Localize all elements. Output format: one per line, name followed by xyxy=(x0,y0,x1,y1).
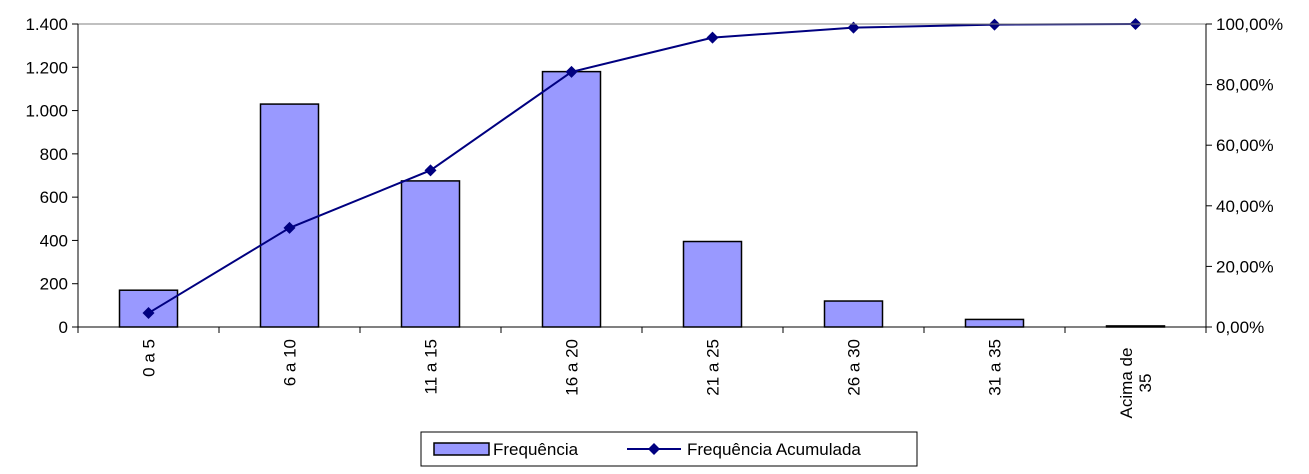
cumulative-marker-5 xyxy=(706,31,719,44)
bars-layer xyxy=(118,70,1166,328)
cumulative-line xyxy=(147,23,1136,314)
category-label-6: 26 a 30 xyxy=(845,339,864,396)
category-labels: 0 a 5 6 a 10 11 a 15 16 a 20 21 a 25 26 a 30 3… xyxy=(140,339,1156,418)
category-label-text: 0 a 5 xyxy=(140,339,159,377)
y-right-tick-label: 100,00% xyxy=(1216,15,1283,34)
category-label-5: 21 a 25 xyxy=(704,339,723,396)
bar-2 xyxy=(259,103,320,328)
bar-6 xyxy=(823,300,884,328)
category-label-text: 16 a 20 xyxy=(563,339,582,396)
y-left-tick-label: 1.200 xyxy=(25,58,68,77)
legend-label-acumulada: Frequência Acumulada xyxy=(687,440,861,459)
y-left-tick-label: 600 xyxy=(40,188,68,207)
axes-layer: 0 200 400 600 800 1.000 1.200 1.400 0,00% 20,00% 4… xyxy=(25,15,1283,337)
category-label-text: Acima de xyxy=(1117,348,1136,419)
category-label-text: 21 a 25 xyxy=(704,339,723,396)
category-label-text: 6 a 10 xyxy=(281,339,300,386)
category-label-text: 35 xyxy=(1136,374,1155,393)
category-label-text: 11 a 15 xyxy=(422,339,441,394)
y-right-tick-label: 80,00% xyxy=(1216,76,1274,95)
legend: Frequência Frequência Acumulada xyxy=(420,431,918,467)
cumulative-marker-1 xyxy=(142,307,155,320)
y-left-tick-label: 200 xyxy=(40,275,68,294)
category-label-text: 26 a 30 xyxy=(845,339,864,396)
category-label-3: 11 a 15 xyxy=(422,339,441,394)
y-left-tick-label: 0 xyxy=(59,318,68,337)
cumulative-marker-7 xyxy=(988,18,1001,31)
category-label-1: 0 a 5 xyxy=(140,339,159,377)
cumulative-marker-3 xyxy=(424,164,437,177)
y-left-tick-label: 800 xyxy=(40,145,68,164)
cumulative-marker-6 xyxy=(847,21,860,34)
y-right-tick-label: 40,00% xyxy=(1216,197,1274,216)
bar-7 xyxy=(964,318,1025,328)
y-left-tick-label: 400 xyxy=(40,231,68,250)
bar-4 xyxy=(541,70,602,328)
cumulative-marker-2 xyxy=(283,221,296,234)
y-left-tick-label: 1.400 xyxy=(25,15,68,34)
category-label-8: Acima de 35 xyxy=(1117,348,1155,419)
cumulative-marker-4 xyxy=(565,65,578,78)
legend-swatch-frequencia xyxy=(433,442,490,456)
y-right-tick-label: 60,00% xyxy=(1216,136,1274,155)
y-left-tick-label: 1.000 xyxy=(25,102,68,121)
category-label-text: 31 a 35 xyxy=(986,339,1005,396)
y-right-tick-label: 20,00% xyxy=(1216,257,1274,276)
legend-label-frequencia: Frequência xyxy=(493,440,579,459)
y-right-tick-label: 0,00% xyxy=(1216,318,1264,337)
bar-3 xyxy=(400,180,461,328)
category-label-2: 6 a 10 xyxy=(281,339,300,386)
category-label-4: 16 a 20 xyxy=(563,339,582,396)
bar-5 xyxy=(682,240,743,328)
legend-marker-acumulada xyxy=(648,443,660,455)
category-label-7: 31 a 35 xyxy=(986,339,1005,396)
